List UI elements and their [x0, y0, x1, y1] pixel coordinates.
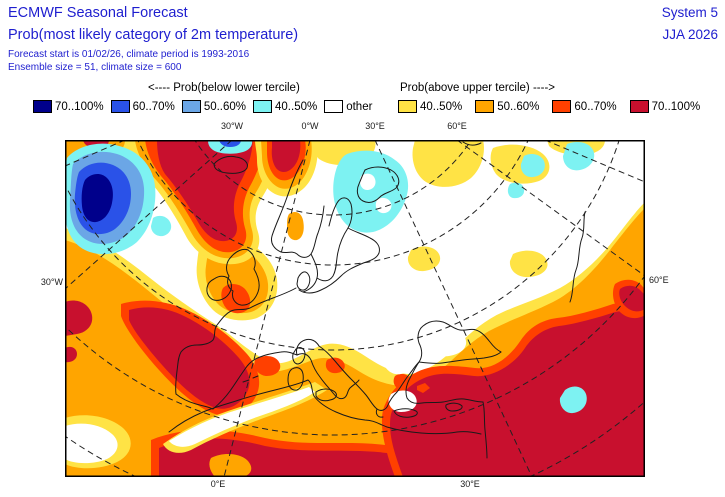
- legend-item: 40..50%: [398, 100, 462, 113]
- legend-label: 70..100%: [55, 100, 104, 113]
- lon-label-right-60e: 60°E: [649, 275, 669, 285]
- page-subtitle: Prob(most likely category of 2m temperat…: [8, 27, 299, 43]
- legend-item: 50..60%: [475, 100, 539, 113]
- map-border: [65, 140, 645, 477]
- legend-label: 50..60%: [497, 100, 540, 113]
- lon-label-bottom-0e: 0°E: [210, 479, 226, 489]
- page-title: ECMWF Seasonal Forecast: [8, 5, 188, 21]
- legend-item: other: [324, 100, 372, 113]
- legend-item: 40..50%: [253, 100, 317, 113]
- legend-swatch: [324, 100, 344, 113]
- legend-label: 40..50%: [420, 100, 463, 113]
- legend-item: 60..70%: [110, 100, 175, 113]
- legend-swatch: [253, 100, 273, 113]
- legend-swatch: [475, 100, 495, 113]
- lon-label-bottom-30e: 30°E: [460, 479, 480, 489]
- system-label: System 5: [661, 5, 718, 20]
- legend-swatch: [110, 100, 130, 113]
- lon-label-top-0w: 0°W: [301, 121, 319, 131]
- season-label: JJA 2026: [662, 27, 718, 42]
- forecast-start-text: Forecast start is 01/02/26, climate peri…: [8, 49, 250, 60]
- legend-header-below: <---- Prob(below lower tercile): [148, 82, 300, 94]
- ensemble-size-text: Ensemble size = 51, climate size = 600: [8, 62, 182, 73]
- legend-swatch: [181, 100, 201, 113]
- legend-item: 70..100%: [33, 100, 104, 113]
- lon-label-top-30e: 30°E: [365, 121, 385, 131]
- legend-label: 50..60%: [203, 100, 247, 113]
- legend-item: 60..70%: [552, 100, 617, 113]
- coastlines: [168, 141, 586, 459]
- legend-item: 50..60%: [181, 100, 247, 113]
- legend-item: 70..100%: [629, 100, 701, 113]
- legend-label: 40..50%: [275, 100, 318, 113]
- legend-label: 60..70%: [132, 100, 175, 113]
- legend-swatch: [33, 100, 52, 113]
- legend-label: 60..70%: [574, 100, 617, 113]
- lon-label-left-30w: 30°W: [40, 277, 63, 287]
- legend-swatch: [398, 100, 417, 113]
- legend-swatch: [552, 100, 572, 113]
- legend-below: 70..100% 60..70% 50..60% 40..50% other: [33, 100, 372, 113]
- lon-label-top-30w: 30°W: [220, 121, 244, 131]
- legend-above: 40..50% 50..60% 60..70% 70..100%: [398, 100, 700, 113]
- legend-header-above: Prob(above upper tercile) ---->: [400, 82, 555, 94]
- legend-label: other: [346, 100, 373, 113]
- legend-swatch: [629, 100, 649, 113]
- legend-label: 70..100%: [651, 100, 701, 113]
- lon-label-top-60e: 60°E: [447, 121, 467, 131]
